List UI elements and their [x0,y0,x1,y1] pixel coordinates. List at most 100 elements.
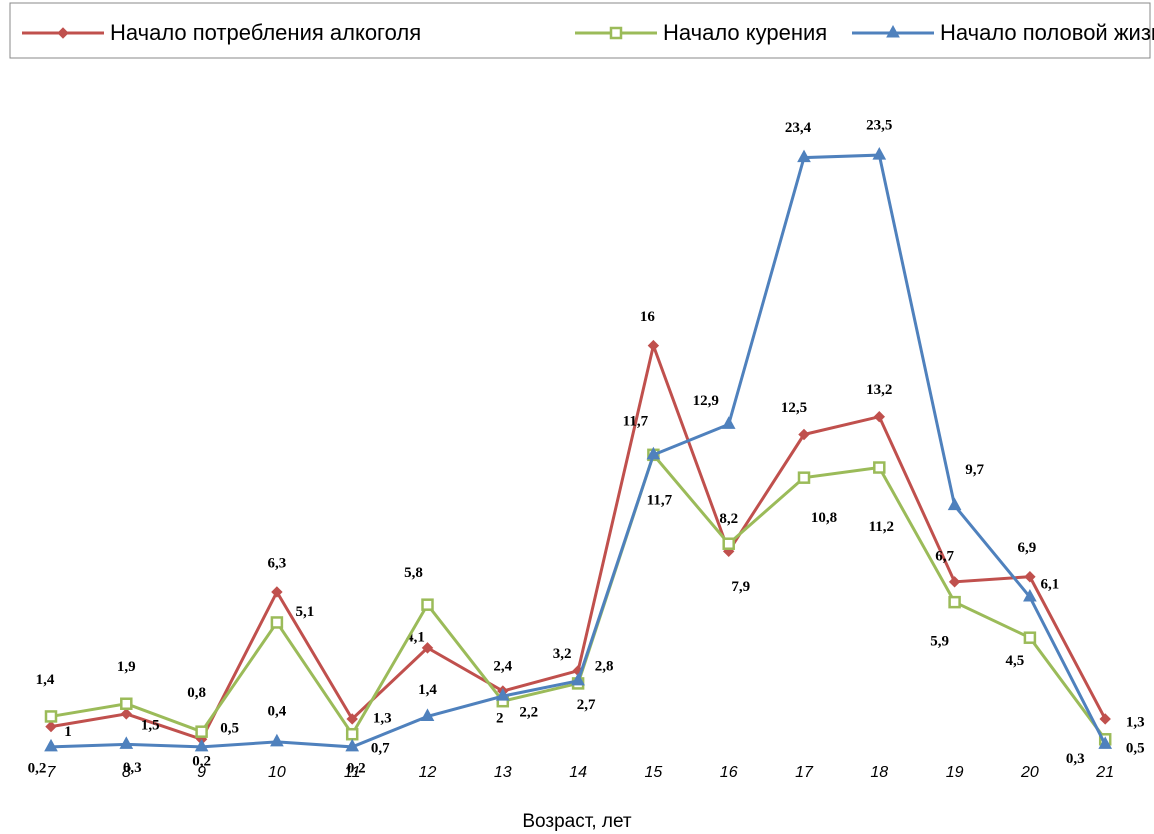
marker [798,428,810,441]
data-label: 6,7 [935,548,954,564]
marker [57,27,69,39]
marker [345,738,360,752]
x-tick-label: 17 [795,764,814,781]
x-tick-label: 13 [494,764,512,781]
marker [722,537,735,550]
marker [721,416,736,429]
data-label: 6,3 [268,555,287,571]
data-label: 5,9 [930,634,949,650]
data-label: 13,2 [866,382,892,398]
data-label: 4,5 [1006,653,1025,669]
marker [120,697,133,710]
x-tick-label: 15 [645,764,663,781]
marker [948,595,961,609]
x-tick-label: 7 [47,764,57,781]
x-tick-label: 12 [419,764,437,781]
data-label: 10,8 [811,510,837,526]
data-label: 5,8 [404,565,423,581]
legend-label: Начало курения [663,20,827,45]
data-label: 0,4 [268,703,287,719]
legend-box [9,2,1151,59]
marker [1023,589,1037,602]
data-label: 0,8 [187,685,206,701]
data-label: 23,5 [866,118,892,134]
data-label: 1,4 [418,682,437,698]
marker [1024,571,1036,583]
legend: Начало потребления алкоголя Начало курени… [22,20,1154,45]
marker [1098,736,1113,749]
marker [797,471,811,484]
data-label: 2,7 [577,697,596,713]
data-label: 3,2 [553,646,572,662]
data-label: 0,2 [347,760,366,776]
data-label: 0,2 [28,760,47,776]
x-tick-label: 21 [1095,764,1114,781]
data-label: 8,2 [719,511,738,527]
x-tick-label: 18 [870,764,888,781]
data-label: 0,3 [123,760,142,776]
data-label: 12,9 [693,393,719,409]
data-label: 11,2 [869,519,894,535]
data-label: 16 [640,309,656,325]
data-label: 1,3 [373,710,392,726]
marker [1023,631,1037,644]
x-tick-label: 11 [344,764,361,781]
x-axis-label: Возраст, лет [522,811,632,832]
data-label: 1,5 [141,717,160,733]
data-label: 2,8 [595,658,614,674]
data-label: 1,3 [1126,714,1145,730]
marker [44,738,58,752]
data-label: 1 [64,724,72,740]
data-label: 23,4 [785,120,812,136]
marker [345,727,359,741]
marker [797,149,811,163]
x-tick-label: 16 [720,764,738,781]
data-label: 6,1 [1041,576,1060,592]
marker [195,725,208,738]
data-label: 0,5 [1126,741,1145,757]
data-label: 12,5 [781,400,807,416]
x-tick-label: 8 [122,764,131,781]
marker [119,736,134,749]
marker [421,642,434,654]
data-label: 2,4 [493,658,512,674]
legend-label: Начало половой жизни [940,20,1154,45]
x-tick-label: 20 [1020,764,1039,781]
x-tick-label: 10 [268,764,286,781]
marker [646,446,661,460]
marker [609,26,623,40]
marker [495,688,510,701]
marker [873,411,886,423]
data-label: 2 [496,711,504,727]
legend-label: Начало потребления алкоголя [110,20,421,45]
marker [873,461,886,474]
marker [886,24,900,38]
marker [948,576,961,588]
marker [421,598,434,611]
marker [194,738,209,752]
data-label: 1,4 [36,672,55,688]
data-label: 11,7 [623,413,649,429]
x-tick-label: 14 [569,764,587,781]
data-label: 0,7 [371,741,390,757]
x-tick-label: 19 [946,764,964,781]
marker [271,586,283,598]
data-label: 0,3 [1066,751,1085,767]
marker [647,339,660,352]
marker [120,708,133,720]
line [50,153,1107,749]
marker [45,720,57,733]
data-label: 1,9 [117,659,136,675]
marker [346,713,358,725]
marker [872,147,887,160]
data-label: 0,5 [220,721,239,737]
marker [571,672,585,686]
data-label: 9,7 [965,462,984,478]
data-label: 11,7 [647,492,673,508]
data-label: 0,2 [192,753,211,769]
data-label: 6,9 [1018,540,1037,556]
marker [1099,713,1111,725]
marker [270,616,284,629]
marker [947,497,962,511]
